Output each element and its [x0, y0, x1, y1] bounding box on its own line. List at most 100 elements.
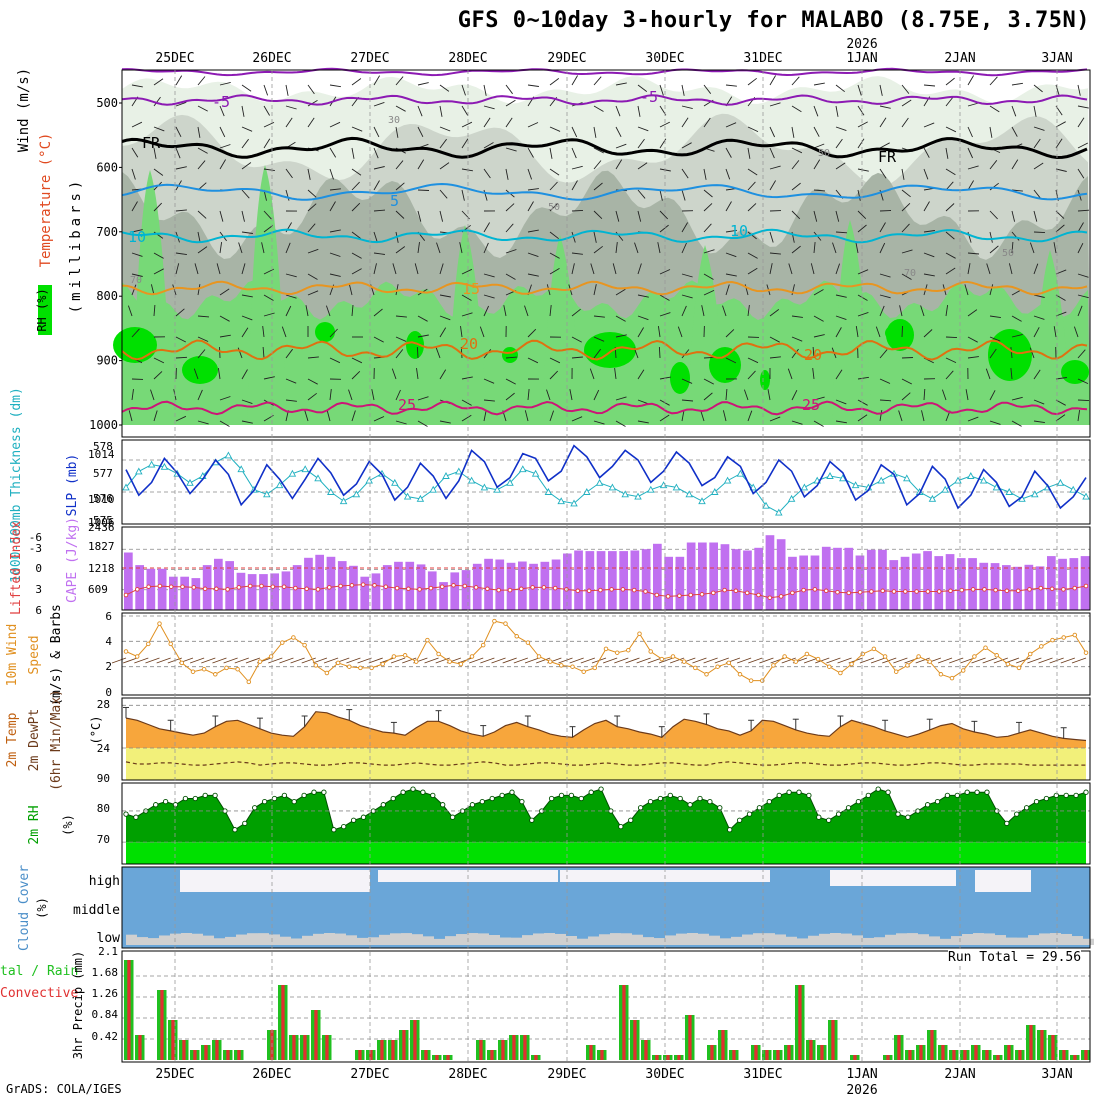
wind-speed-line-point	[537, 655, 541, 659]
cloud-low-bar	[731, 937, 742, 945]
lifted-index-line-point	[768, 596, 772, 600]
rh2m-line-point	[906, 815, 910, 819]
precip-convective-bar	[798, 985, 801, 1060]
top-date-label: 30DEC	[645, 51, 684, 66]
precip-convective-bar	[941, 1045, 944, 1060]
rh2m-line-point	[678, 796, 682, 800]
cape-bar	[450, 572, 459, 610]
lifted-index-line-point	[915, 590, 919, 594]
cloud-low-bar	[577, 939, 588, 945]
precip-convective-bar	[732, 1050, 735, 1060]
wind-barb	[418, 190, 429, 191]
contour-label: 25	[398, 396, 416, 414]
cape-bar	[495, 560, 504, 611]
wind-speed-line-point	[671, 655, 675, 659]
cape-bar	[349, 566, 358, 610]
cape-bar	[991, 563, 1000, 610]
lifted-index-line-point	[316, 588, 320, 592]
contour-label: 50	[548, 202, 560, 213]
precip-convective-bar	[1029, 1025, 1032, 1060]
precip-convective-bar	[1084, 1050, 1087, 1060]
cape-bar	[315, 555, 324, 610]
cloud-low-bar	[412, 934, 423, 945]
cape-bar	[957, 558, 966, 610]
wind-barb	[220, 347, 221, 358]
wind-speed-line-point	[515, 635, 519, 639]
cloud-low-bar	[1028, 935, 1039, 945]
lifted-index-line-point	[565, 588, 569, 592]
cloud-low-bar	[632, 935, 643, 945]
lifted-index-line-point	[892, 590, 896, 594]
cloud-low-bar	[918, 934, 929, 945]
cape-bar	[597, 551, 606, 610]
wind-barb	[902, 358, 913, 359]
rh-saturated-area	[709, 347, 741, 383]
wind-speed-line-point	[705, 673, 709, 677]
precip-convective-bar	[820, 1045, 823, 1060]
cape-bar	[721, 544, 730, 610]
cape-bar	[237, 573, 246, 610]
precip-convective-bar	[127, 960, 130, 1060]
contour-label: 20	[460, 335, 478, 353]
lifted-index-line-point	[745, 591, 749, 595]
precip-convective-bar	[435, 1055, 438, 1060]
wind-barb	[572, 210, 583, 211]
wind-speed-line-point	[292, 636, 296, 640]
wind-speed-line-point	[861, 652, 865, 656]
cape-bar	[147, 569, 156, 610]
precip-convective-bar	[633, 1020, 636, 1060]
precip-convective-bar	[754, 1045, 757, 1060]
lifted-index-line-point	[508, 588, 512, 592]
cloud-low-bar	[742, 935, 753, 945]
cloud-low-bar	[346, 935, 357, 945]
cloud-low-bar	[302, 936, 313, 945]
cloud-low-bar	[808, 936, 819, 945]
precip-convective-bar	[809, 1040, 812, 1060]
cloud-low-bar	[280, 937, 291, 945]
wind-speed-line-point	[414, 660, 418, 664]
cloud-low-bar	[962, 934, 973, 945]
lifted-index-line-point	[237, 586, 241, 590]
cape-bar	[574, 551, 583, 611]
cloud-low-bar	[643, 937, 654, 945]
cape-bar	[417, 564, 426, 610]
cape-bar	[619, 551, 628, 610]
cloud-low-bar	[841, 934, 852, 945]
wind-speed-line-point	[1017, 666, 1021, 670]
wind-speed-line-point	[180, 661, 184, 665]
rh2m-line-point	[1074, 793, 1078, 797]
cape-bar	[676, 557, 685, 610]
temp-unit: (°C)	[89, 716, 103, 745]
rh2m-line-point	[530, 818, 534, 822]
cloud-low-bar	[203, 936, 214, 945]
rh2m-base-fill	[126, 842, 1086, 864]
cape-bar	[687, 543, 696, 611]
pressure-tick: 800	[96, 289, 118, 303]
rh2m-line-point	[579, 796, 583, 800]
cloud-low-bar	[654, 938, 665, 945]
cape-bar	[631, 551, 640, 611]
wind-speed-line-point	[493, 619, 497, 623]
wind-speed-line-point	[1073, 633, 1077, 637]
rh2m-line-point	[807, 793, 811, 797]
precip-convective-bar	[952, 1050, 955, 1060]
precip-tick: 1.26	[92, 987, 119, 1000]
cape-bar	[360, 577, 369, 610]
rh2m-line-point	[718, 806, 722, 810]
lifted-index-line-point	[474, 586, 478, 590]
cloud-low-bar	[500, 938, 511, 945]
wind-barb	[417, 347, 418, 358]
rh-saturated-area	[315, 322, 335, 342]
cloud-low-bar	[720, 938, 731, 945]
lifted-index-line-point	[1028, 588, 1032, 592]
cloud-low-bar	[863, 938, 874, 945]
cloud-low-bar	[775, 934, 786, 945]
wind-speed-line-point	[638, 632, 642, 636]
cloud-low-bar	[698, 934, 709, 945]
cloud-low-bar	[1083, 939, 1094, 945]
run-total: Run Total = 29.56	[948, 950, 1081, 965]
rh2m-line-point	[421, 790, 425, 794]
cape-bar	[1058, 559, 1067, 610]
cape-bar	[518, 562, 527, 611]
wind-speed-line-point	[571, 665, 575, 669]
